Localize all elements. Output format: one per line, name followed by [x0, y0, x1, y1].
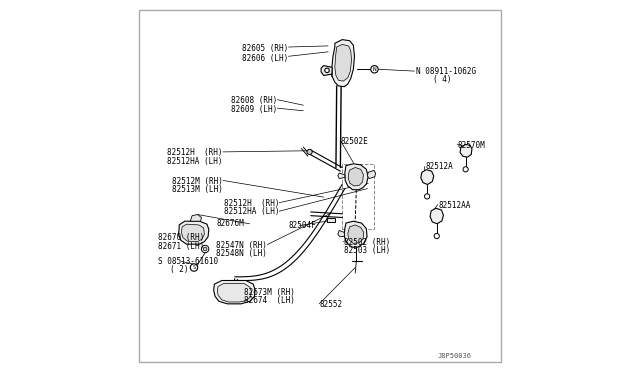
Bar: [328, 218, 335, 222]
Text: 82609 (LH): 82609 (LH): [231, 105, 277, 114]
Text: 82552: 82552: [320, 300, 343, 309]
Text: 82512HA (LH): 82512HA (LH): [168, 157, 223, 166]
Text: 82606 (LH): 82606 (LH): [243, 54, 289, 62]
Polygon shape: [421, 170, 434, 185]
Polygon shape: [338, 173, 345, 179]
Text: 82502E: 82502E: [340, 137, 368, 146]
Bar: [342, 164, 374, 229]
Text: 82674  (LH): 82674 (LH): [244, 296, 295, 305]
Polygon shape: [348, 225, 364, 243]
Text: 82512AA: 82512AA: [438, 201, 471, 210]
Circle shape: [307, 149, 312, 154]
Circle shape: [371, 65, 378, 73]
Circle shape: [463, 167, 468, 172]
Text: N 08911-1062G: N 08911-1062G: [417, 67, 477, 76]
Text: 82670 (RH): 82670 (RH): [157, 233, 204, 243]
Text: S: S: [193, 265, 196, 270]
Polygon shape: [214, 280, 255, 304]
Text: 82671 (LH): 82671 (LH): [157, 242, 204, 251]
Text: 82503 (LH): 82503 (LH): [344, 246, 390, 255]
Polygon shape: [348, 167, 364, 186]
Polygon shape: [190, 215, 202, 221]
Polygon shape: [335, 44, 351, 81]
Text: 82570M: 82570M: [457, 141, 485, 150]
Text: N: N: [372, 67, 376, 72]
Text: 82605 (RH): 82605 (RH): [243, 44, 289, 53]
Text: 82512A: 82512A: [426, 162, 453, 171]
Circle shape: [424, 194, 429, 199]
Text: ( 4): ( 4): [433, 75, 452, 84]
Polygon shape: [460, 144, 472, 157]
Text: ( 2): ( 2): [170, 265, 188, 274]
Text: 82504F: 82504F: [289, 221, 316, 230]
Text: 82512H  (RH): 82512H (RH): [168, 148, 223, 157]
Text: 82548N (LH): 82548N (LH): [216, 249, 268, 258]
Text: J8P50036: J8P50036: [438, 353, 472, 359]
Text: 82676M: 82676M: [216, 219, 244, 228]
Text: 82502 (RH): 82502 (RH): [344, 238, 390, 247]
Text: 82608 (RH): 82608 (RH): [231, 96, 277, 105]
Polygon shape: [218, 283, 252, 302]
Polygon shape: [344, 221, 367, 247]
Polygon shape: [338, 231, 345, 237]
Text: 82673M (RH): 82673M (RH): [244, 288, 295, 297]
Polygon shape: [332, 39, 355, 87]
Circle shape: [204, 247, 207, 251]
Text: S 08513-61610: S 08513-61610: [157, 257, 218, 266]
Text: 82513M (LH): 82513M (LH): [172, 185, 223, 194]
Polygon shape: [430, 208, 444, 224]
Polygon shape: [345, 164, 368, 190]
Polygon shape: [367, 170, 376, 179]
Circle shape: [434, 234, 439, 238]
Text: 82547N (RH): 82547N (RH): [216, 241, 268, 250]
Circle shape: [325, 68, 329, 73]
Circle shape: [190, 264, 198, 271]
Text: 82512H  (RH): 82512H (RH): [224, 199, 279, 208]
Text: 82512HA (LH): 82512HA (LH): [224, 208, 279, 217]
Circle shape: [202, 245, 209, 253]
Polygon shape: [179, 221, 209, 244]
Text: 82512M (RH): 82512M (RH): [172, 177, 223, 186]
Polygon shape: [321, 65, 332, 76]
Polygon shape: [181, 224, 204, 241]
